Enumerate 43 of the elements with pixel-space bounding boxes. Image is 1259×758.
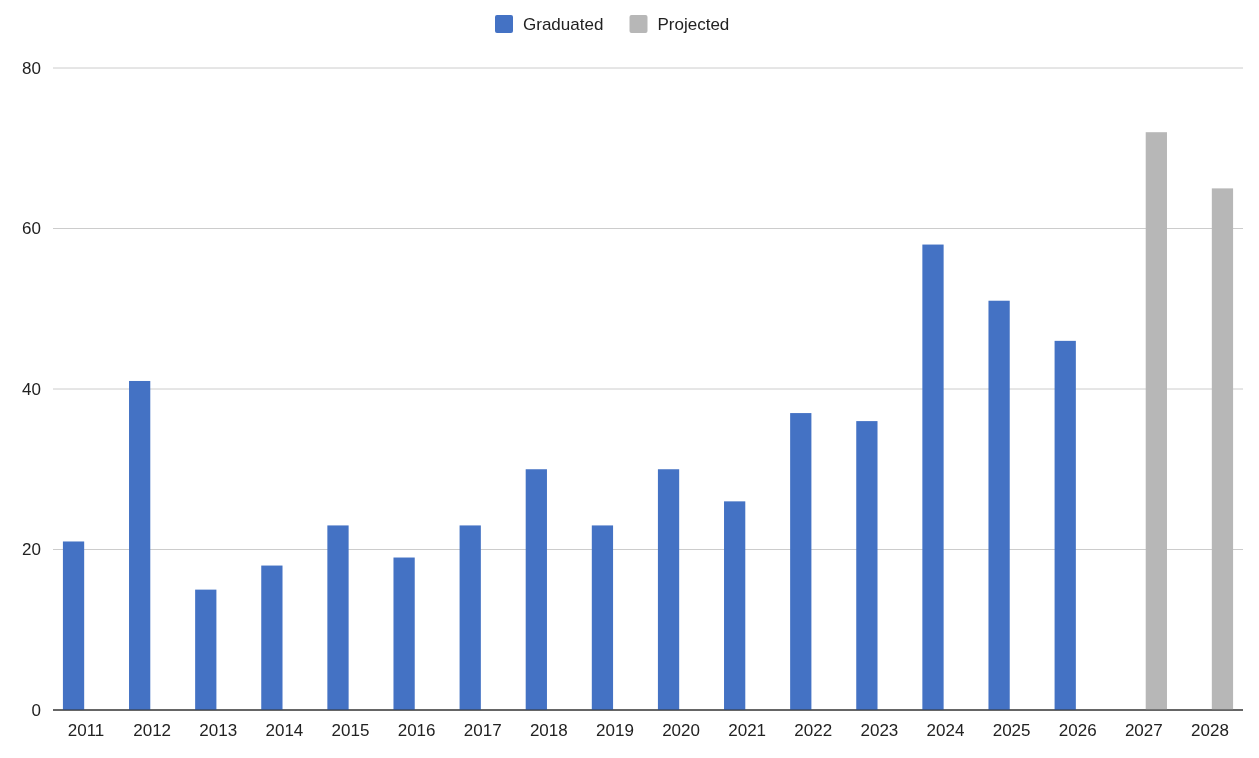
y-tick-label: 60 — [22, 219, 41, 239]
bar — [195, 589, 217, 710]
bar — [261, 565, 283, 710]
bar — [922, 244, 944, 710]
y-tick-label: 80 — [22, 58, 41, 78]
bar — [1211, 188, 1234, 710]
x-tick-label: 2013 — [199, 721, 238, 740]
y-tick-label: 40 — [22, 379, 41, 399]
bar — [62, 541, 85, 710]
bar — [525, 469, 547, 710]
bar — [591, 525, 614, 710]
x-tick-label: 2019 — [596, 721, 634, 740]
x-tick-label: 2027 — [1124, 721, 1163, 740]
legend-label: Graduated — [523, 14, 604, 34]
x-tick-label: 2024 — [926, 721, 965, 740]
bar — [459, 525, 481, 710]
x-tick-label: 2015 — [331, 721, 370, 740]
bar — [129, 380, 151, 710]
x-tick-label: 2011 — [67, 721, 105, 740]
x-tick-label: 2014 — [265, 721, 304, 740]
x-tick-label: 2026 — [1058, 721, 1097, 740]
bar — [988, 300, 1010, 710]
y-tick-label: 0 — [31, 700, 41, 720]
bar — [393, 557, 415, 710]
bar — [856, 421, 878, 710]
x-tick-label: 2028 — [1191, 721, 1229, 740]
bar — [657, 469, 680, 710]
bar — [1145, 132, 1167, 710]
bar — [724, 501, 746, 710]
x-tick-label: 2023 — [860, 721, 899, 740]
x-tick-label: 2017 — [463, 721, 502, 740]
x-tick-label: 2016 — [397, 721, 436, 740]
x-tick-label: 2018 — [529, 721, 568, 740]
bar — [327, 525, 349, 710]
legend-label: Projected — [657, 14, 730, 34]
x-tick-label: 2022 — [794, 721, 833, 740]
y-tick-label: 20 — [22, 540, 41, 560]
x-tick-label: 2020 — [662, 721, 700, 740]
x-tick-label: 2021 — [728, 721, 767, 740]
x-tick-label: 2025 — [992, 721, 1031, 740]
bar — [790, 413, 812, 710]
x-tick-label: 2012 — [133, 721, 172, 740]
bar — [1054, 340, 1076, 710]
